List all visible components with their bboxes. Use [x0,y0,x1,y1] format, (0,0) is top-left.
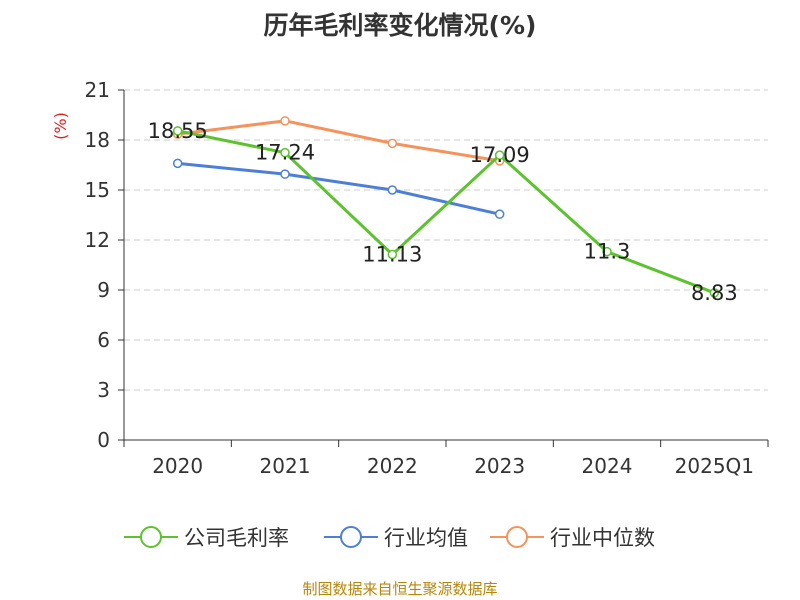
legend-label: 公司毛利率 [184,526,289,550]
data-point [280,116,290,126]
data-point [172,126,183,136]
data-label: 8.83 [691,281,738,305]
legend-marker [140,526,162,548]
legend-item[interactable]: 行业中位数 [490,526,655,550]
data-label: 18.55 [148,119,208,143]
y-tick-label: 12 [85,228,110,252]
y-tick-label: 18 [85,128,110,152]
legend-item[interactable]: 公司毛利率 [124,526,289,550]
data-label: 17.09 [470,143,530,167]
source-note: 制图数据来自恒生聚源数据库 [302,580,498,598]
legend-label: 行业中位数 [550,526,655,550]
legend-marker [506,526,528,548]
grid-lines [124,89,768,391]
y-tick-label: 0 [97,428,110,452]
data-point [494,209,505,219]
x-tick-label: 2024 [582,454,633,478]
series-line [177,129,715,295]
x-tick-label: 2022 [367,454,418,478]
data-label: 11.3 [584,240,631,264]
x-tick-label: 2020 [152,454,203,478]
x-tick-label: 2025Q1 [675,454,754,478]
data-point [602,246,612,257]
data-labels: 18.55 17.24 11.13 17.09 11.3 8.83 [148,119,738,305]
data-point [280,147,290,158]
x-tick-label: 2023 [474,454,525,478]
series-line [177,119,500,163]
y-tick-label: 21 [85,78,110,102]
data-point [387,138,398,149]
data-point [172,158,183,169]
data-point [494,150,505,160]
legend-marker [340,526,362,548]
data-label: 17.24 [255,141,315,165]
data-point [387,249,398,260]
axes: 0 3 6 9 12 15 18 21 2020 2021 2022 2023 2024 2025Q1 [85,78,769,478]
data-label: 11.13 [362,243,422,267]
legend-item[interactable]: 行业均值 [324,526,468,550]
data-point [280,169,290,179]
data-point [709,288,720,298]
legend[interactable]: 公司毛利率 行业均值 行业中位数 [124,526,655,550]
y-tick-label: 15 [85,178,110,202]
series-lines [172,116,720,298]
y-axis-label: (%) [51,112,70,140]
data-point [387,185,398,195]
y-tick-label: 6 [97,328,110,352]
legend-label: 行业均值 [384,526,468,550]
chart-title: 历年毛利率变化情况(%) [263,11,537,40]
y-tick-label: 9 [97,278,110,302]
y-tick-label: 3 [97,378,110,402]
series-line [177,161,500,216]
x-tick-label: 2021 [260,454,311,478]
